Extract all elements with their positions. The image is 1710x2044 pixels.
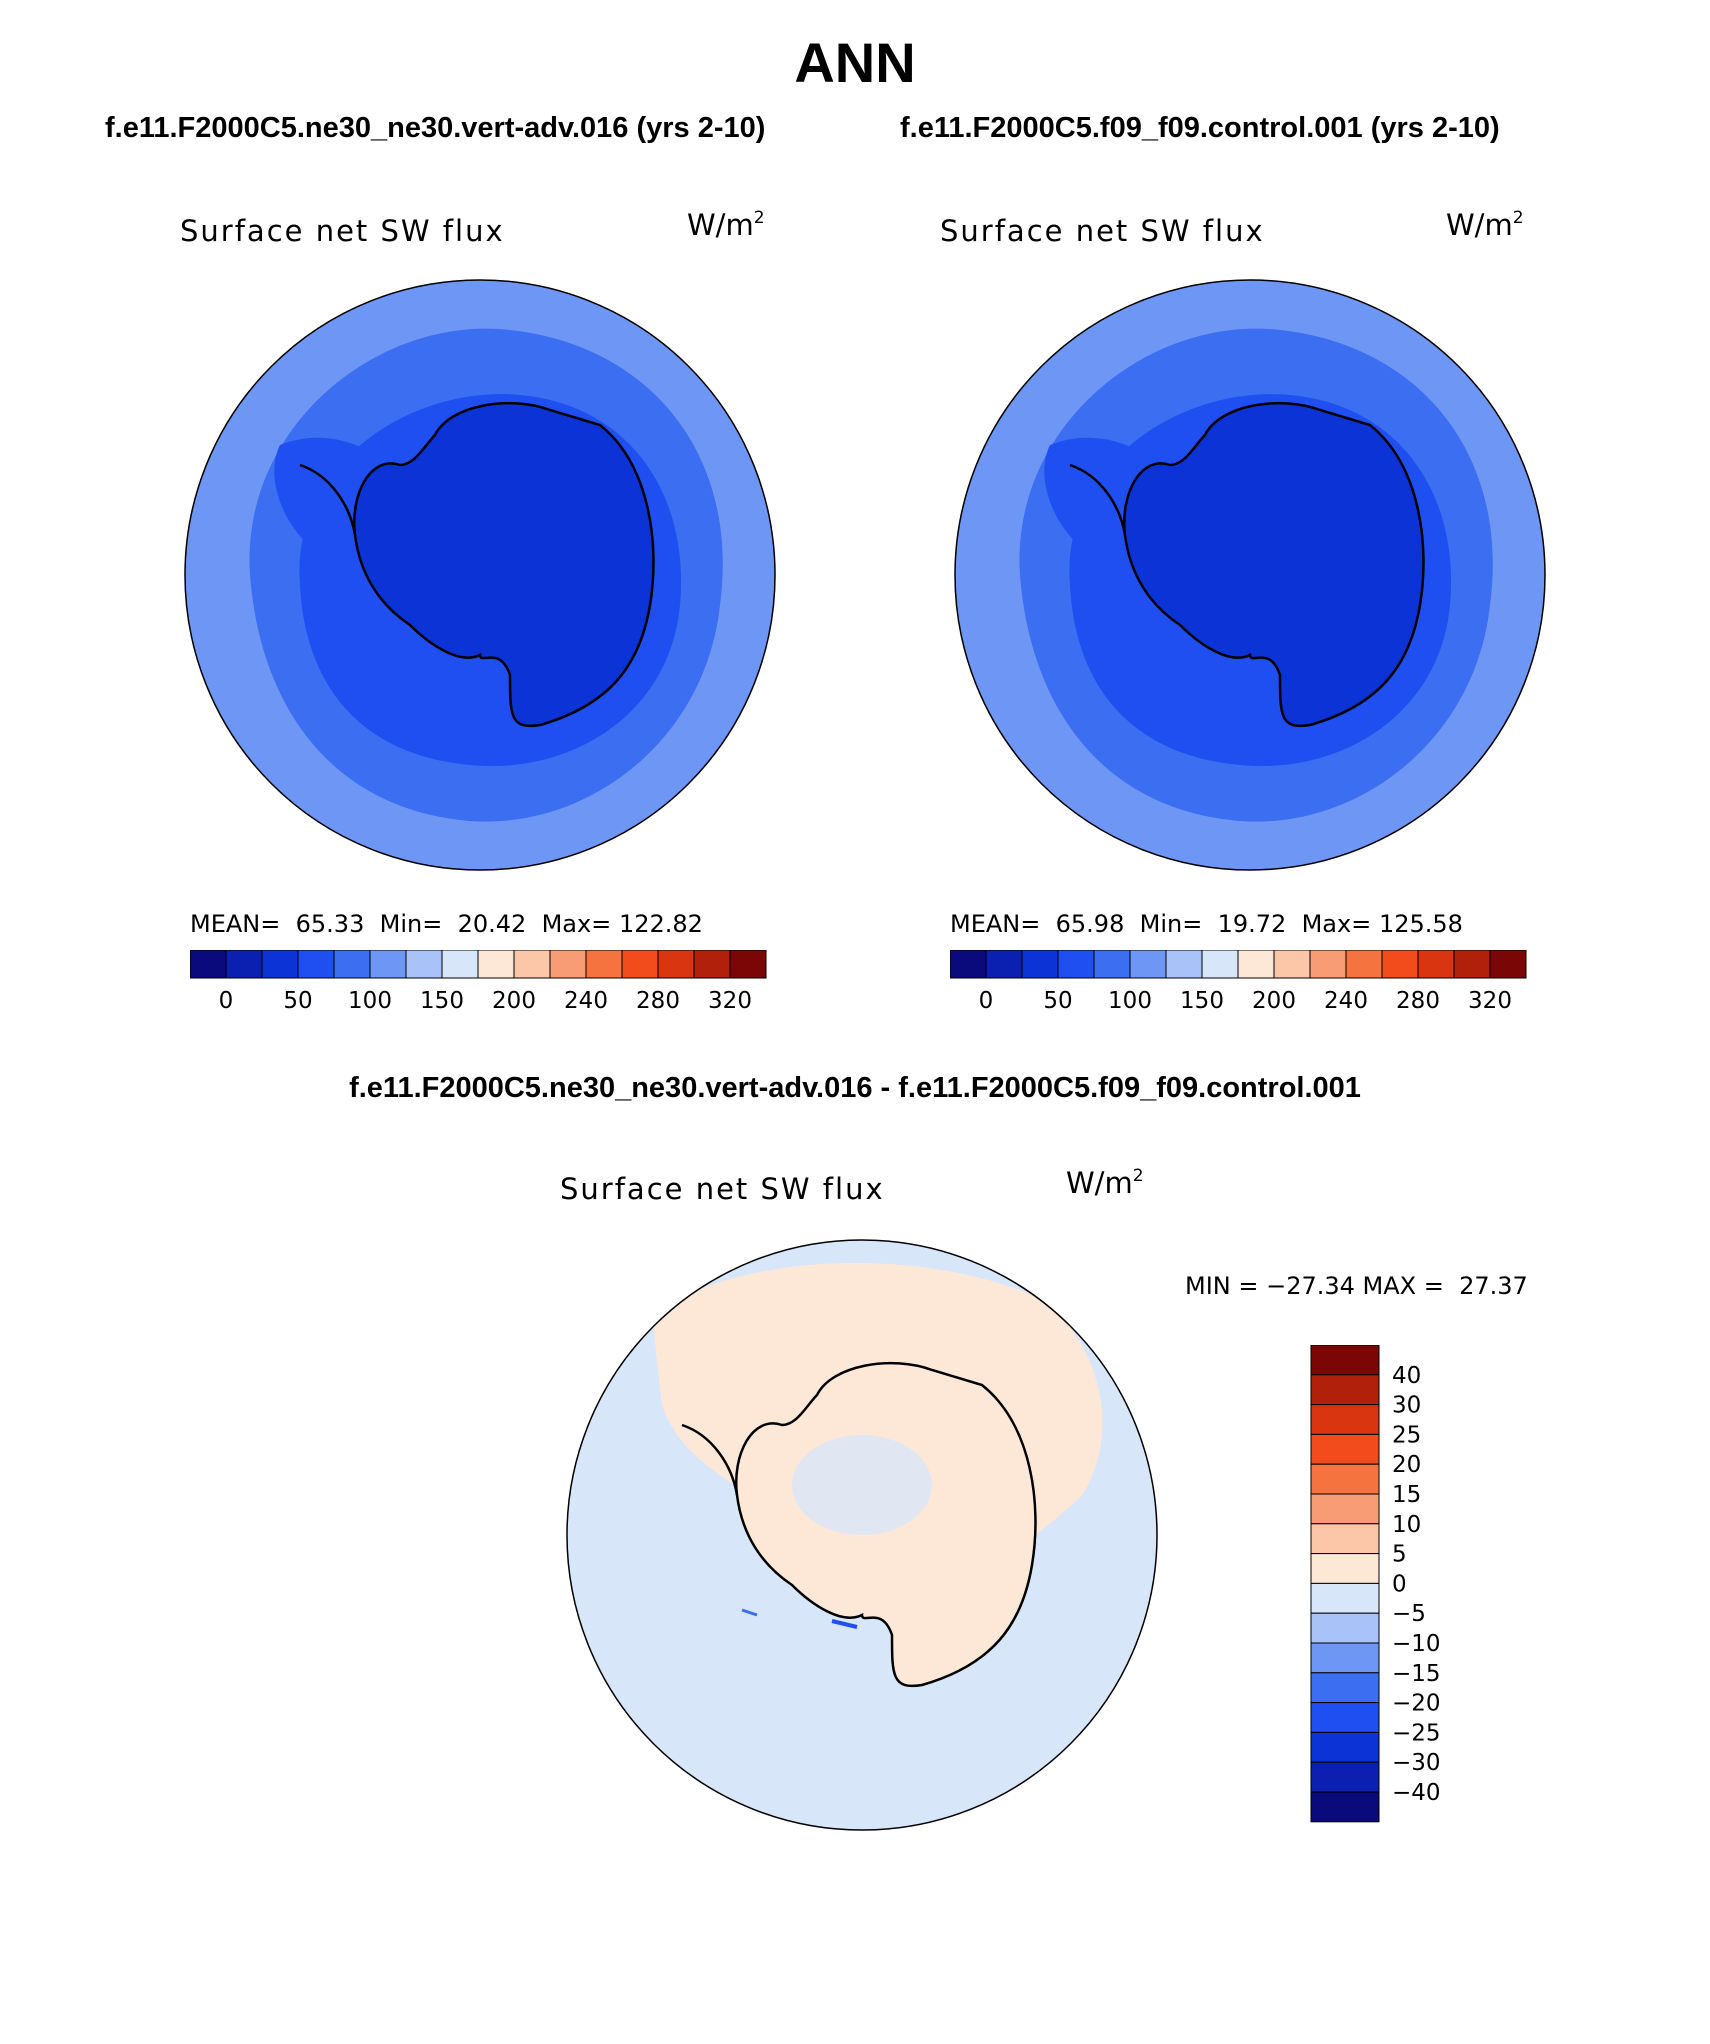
colorbar-swatch xyxy=(1237,950,1275,979)
colorbar-swatch xyxy=(1273,950,1311,979)
colorbar-swatch xyxy=(1417,950,1455,979)
colorbar-tick-label: 150 xyxy=(420,988,464,1014)
colorbar-swatch xyxy=(657,950,695,979)
diff-colorbar-swatch xyxy=(1310,1731,1380,1763)
colorbar-swatch xyxy=(1093,950,1131,979)
colorbar-swatch xyxy=(729,950,767,979)
colorbar-tick-label: 320 xyxy=(1468,988,1512,1014)
colorbar-tick-label: 320 xyxy=(708,988,752,1014)
page-title: ANN xyxy=(794,31,916,94)
colorbar-tick-label: 200 xyxy=(492,988,536,1014)
diff-colorbar-swatch xyxy=(1310,1463,1380,1495)
colorbar-tick-label: 280 xyxy=(1396,988,1440,1014)
diff-colorbar-tick-label: −15 xyxy=(1392,1661,1441,1687)
colorbar-swatch xyxy=(621,950,659,979)
colorbar-swatch xyxy=(333,950,371,979)
diff-colorbar-tick-label: −20 xyxy=(1392,1691,1441,1717)
diff-colorbar-tick-label: −25 xyxy=(1392,1720,1441,1746)
colorbar-swatch xyxy=(1129,950,1167,979)
diff-colorbar-tick-label: −10 xyxy=(1392,1631,1441,1657)
diff-plot-variable-label: Surface net SW flux xyxy=(560,1172,885,1206)
left-case-title: f.e11.F2000C5.ne30_ne30.vert-adv.016 (yr… xyxy=(105,112,766,144)
diff-colorbar-swatch xyxy=(1310,1553,1380,1584)
colorbar-swatch xyxy=(513,950,551,979)
left-stats: MEAN= 65.33 Min= 20.42 Max= 122.82 xyxy=(190,910,703,938)
colorbar-tick-label: 0 xyxy=(979,988,994,1014)
right-plot-variable-label: Surface net SW flux xyxy=(940,214,1265,248)
diff-colorbar-swatch xyxy=(1310,1404,1380,1435)
diff-colorbar-swatch xyxy=(1310,1702,1380,1733)
colorbar-swatch xyxy=(985,950,1023,979)
diff-colorbar-swatch xyxy=(1310,1433,1380,1465)
diff-colorbar-swatch xyxy=(1310,1523,1380,1555)
left-polar-map xyxy=(184,279,776,871)
colorbar-swatch xyxy=(1201,950,1239,979)
colorbar-swatch xyxy=(477,950,515,979)
diff-colorbar-swatch xyxy=(1310,1374,1380,1406)
colorbar-swatch xyxy=(1381,950,1419,979)
diff-colorbar-tick-label: 10 xyxy=(1392,1512,1421,1538)
colorbar-swatch xyxy=(693,950,731,979)
colorbar-tick-label: 240 xyxy=(1324,988,1368,1014)
colorbar-tick-label: 200 xyxy=(1252,988,1296,1014)
colorbar-swatch xyxy=(441,950,479,979)
colorbar-tick-label: 100 xyxy=(348,988,392,1014)
colorbar-swatch xyxy=(225,950,263,979)
diff-colorbar-swatch xyxy=(1310,1791,1380,1823)
colorbar-swatch xyxy=(549,950,587,979)
right-colorbar: 0 50 100 150 200 240 280 320 xyxy=(950,950,1527,1014)
diff-colorbar-tick-label: 40 xyxy=(1392,1363,1421,1389)
diff-colorbar-tick-label: −30 xyxy=(1392,1750,1441,1776)
diff-colorbar-tick-label: 25 xyxy=(1392,1422,1421,1448)
colorbar-swatch xyxy=(261,950,299,979)
colorbar-swatch xyxy=(1309,950,1347,979)
colorbar-tick-label: 240 xyxy=(564,988,608,1014)
colorbar-swatch xyxy=(190,950,227,979)
diff-min-max: MIN = −27.34 MAX = 27.37 xyxy=(1185,1272,1528,1300)
diff-colorbar-tick-label: 0 xyxy=(1392,1571,1407,1597)
colorbar-swatch xyxy=(297,950,335,979)
diff-colorbar-tick-label: 30 xyxy=(1392,1393,1421,1419)
diff-colorbar-swatch xyxy=(1310,1672,1380,1704)
diff-colorbar-swatch xyxy=(1310,1761,1380,1793)
diff-colorbar-tick-label: −40 xyxy=(1392,1780,1441,1806)
colorbar-swatch xyxy=(585,950,623,979)
colorbar-swatch xyxy=(1453,950,1491,979)
right-case-title: f.e11.F2000C5.f09_f09.control.001 (yrs 2… xyxy=(900,112,1500,144)
colorbar-tick-label: 280 xyxy=(636,988,680,1014)
colorbar-swatch xyxy=(1021,950,1059,979)
diff-colorbar-swatch xyxy=(1310,1582,1380,1614)
colorbar-swatch xyxy=(1489,950,1527,979)
colorbar-swatch xyxy=(369,950,407,979)
diff-colorbar-tick-label: 5 xyxy=(1392,1542,1407,1568)
colorbar-swatch xyxy=(1165,950,1203,979)
diff-colorbar-swatch xyxy=(1310,1642,1380,1674)
diff-colorbar-swatch xyxy=(1310,1345,1380,1376)
right-stats: MEAN= 65.98 Min= 19.72 Max= 125.58 xyxy=(950,910,1463,938)
diff-colorbar-tick-label: 15 xyxy=(1392,1482,1421,1508)
difference-title: f.e11.F2000C5.ne30_ne30.vert-adv.016 - f… xyxy=(349,1072,1361,1104)
colorbar-tick-label: 50 xyxy=(283,988,312,1014)
right-polar-map xyxy=(954,279,1546,871)
colorbar-tick-label: 100 xyxy=(1108,988,1152,1014)
diff-colorbar-tick-label: −5 xyxy=(1392,1601,1426,1627)
diff-plot-units: W/m2 xyxy=(1066,1166,1144,1200)
left-plot-units: W/m2 xyxy=(687,208,765,242)
left-colorbar: 0 50 100 150 200 240 280 320 xyxy=(190,950,767,1014)
right-plot-units: W/m2 xyxy=(1446,208,1524,242)
diff-colorbar-tick-label: 20 xyxy=(1392,1452,1421,1478)
colorbar-swatch xyxy=(950,950,987,979)
colorbar-swatch xyxy=(1345,950,1383,979)
diff-colorbar-swatch xyxy=(1310,1612,1380,1644)
diff-colorbar-swatch xyxy=(1310,1493,1380,1525)
colorbar-tick-label: 0 xyxy=(219,988,234,1014)
colorbar-swatch xyxy=(1057,950,1095,979)
colorbar-tick-label: 50 xyxy=(1043,988,1072,1014)
colorbar-swatch xyxy=(405,950,443,979)
difference-colorbar: 40 30 25 20 15 10 5 0 −5 −10 −15 −20 −25 −30 −40 xyxy=(1310,1345,1441,1823)
left-plot-variable-label: Surface net SW flux xyxy=(180,214,505,248)
colorbar-tick-label: 150 xyxy=(1180,988,1224,1014)
difference-polar-map xyxy=(566,1239,1158,1831)
